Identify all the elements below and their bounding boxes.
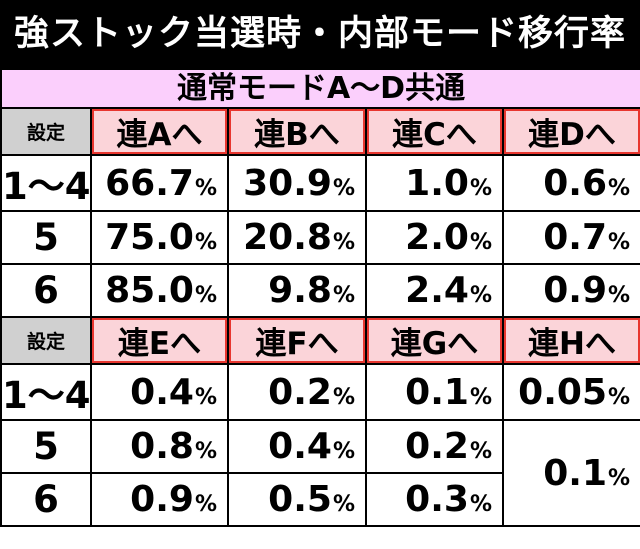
value-cell: 0.6% xyxy=(501,154,640,212)
value-cell: 0.05% xyxy=(501,363,640,421)
setting-cell: 6 xyxy=(0,263,92,318)
header-ren-h: 連Hへ xyxy=(501,316,640,365)
value-cell: 0.3% xyxy=(365,472,504,527)
value-cell: 0.4% xyxy=(90,363,229,421)
value-cell: 0.2% xyxy=(227,363,367,421)
value-cell: 2.0% xyxy=(365,210,504,265)
table-row: 6 0.9% 0.5% 0.3% xyxy=(0,472,640,527)
table-subtitle: 通常モードA〜D共通 xyxy=(0,68,640,109)
value-cell: 66.7% xyxy=(90,154,229,212)
header-ren-g: 連Gへ xyxy=(365,316,504,365)
table-row: 6 85.0% 9.8% 2.4% 0.9% xyxy=(0,263,640,318)
mode-transition-table: 通常モードA〜D共通 設定 連Aへ 連Bへ 連Cへ 連Dへ 1〜4 66.7% … xyxy=(0,68,640,527)
value-cell: 20.8% xyxy=(227,210,367,265)
value-cell: 0.8% xyxy=(90,419,229,474)
value-cell: 2.4% xyxy=(365,263,504,318)
page-title: 強ストック当選時・内部モード移行率 xyxy=(0,0,640,68)
header-ren-c: 連Cへ xyxy=(365,107,504,156)
header-ren-e: 連Eへ xyxy=(90,316,229,365)
table-row: 1〜4 66.7% 30.9% 1.0% 0.6% xyxy=(0,154,640,212)
value-cell: 9.8% xyxy=(227,263,367,318)
setting-cell: 5 xyxy=(0,210,92,265)
value-cell: 0.9% xyxy=(90,472,229,527)
value-cell: 0.4% xyxy=(227,419,367,474)
value-cell: 0.2% xyxy=(365,419,504,474)
value-cell: 0.7% xyxy=(501,210,640,265)
table-row: 1〜4 0.4% 0.2% 0.1% 0.05% xyxy=(0,363,640,421)
value-cell: 30.9% xyxy=(227,154,367,212)
value-cell: 0.1% xyxy=(365,363,504,421)
header-ren-a: 連Aへ xyxy=(90,107,229,156)
setting-label: 設定 xyxy=(0,107,92,156)
table-row: 5 0.8% 0.4% 0.2% 0.1% xyxy=(0,419,640,527)
setting-cell: 5 xyxy=(0,419,92,474)
setting-label: 設定 xyxy=(0,316,92,365)
value-cell: 85.0% xyxy=(90,263,229,318)
header-ren-b: 連Bへ xyxy=(227,107,367,156)
value-cell: 75.0% xyxy=(90,210,229,265)
setting-cell: 1〜4 xyxy=(0,363,92,421)
setting-cell: 1〜4 xyxy=(0,154,92,212)
value-cell: 0.9% xyxy=(501,263,640,318)
value-cell: 0.5% xyxy=(227,472,367,527)
setting-cell: 6 xyxy=(0,472,92,527)
header-ren-f: 連Fへ xyxy=(227,316,367,365)
table-row: 5 75.0% 20.8% 2.0% 0.7% xyxy=(0,210,640,265)
header-ren-d: 連Dへ xyxy=(501,107,640,156)
merged-value-cell: 0.1% xyxy=(501,419,640,527)
value-cell: 1.0% xyxy=(365,154,504,212)
